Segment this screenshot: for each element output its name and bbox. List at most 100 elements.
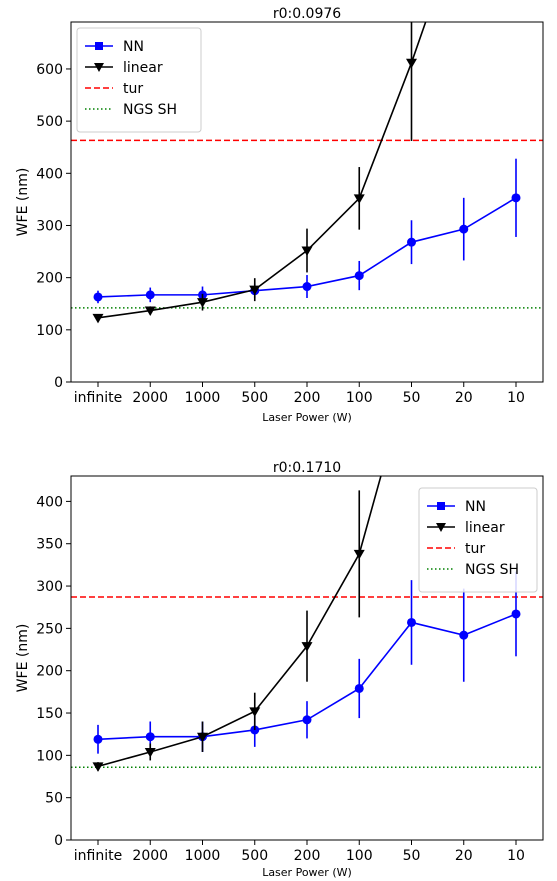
x-tick-label: 1000 (185, 848, 221, 864)
reference-lines (71, 596, 543, 768)
legend-marker (94, 63, 104, 72)
y-tick-label: 500 (36, 114, 63, 130)
data-point (301, 246, 313, 257)
series-linear (92, 22, 427, 324)
data-point (353, 549, 365, 560)
legend-entry-tur: tur (427, 541, 485, 557)
legend-label: tur (123, 81, 143, 97)
y-axis-ticks: 0 100 200 300 400 500 600 (36, 62, 71, 391)
y-tick-label: 600 (36, 62, 63, 78)
y-axis-ticks: 0 50 100 150 200 250 300 350 400 (36, 494, 71, 849)
data-point (144, 747, 156, 758)
x-tick-label: 500 (241, 390, 268, 406)
y-axis-label: WFE (nm) (15, 624, 31, 693)
y-tick-label: 350 (36, 537, 63, 553)
reference-lines (71, 139, 543, 309)
x-tick-label: 50 (403, 390, 421, 406)
y-tick-label: 100 (36, 748, 63, 764)
data-point (406, 362, 417, 372)
x-tick-label: 100 (346, 848, 373, 864)
data-point (407, 617, 416, 627)
legend-marker (437, 502, 445, 510)
data-point (145, 732, 155, 742)
legend-entry-nn: NN (85, 39, 144, 55)
data-point (249, 285, 261, 296)
plot-area (71, 22, 543, 324)
x-axis-ticks: infinite 2000 1000 500 200 100 50 20 10 (74, 840, 525, 864)
x-tick-label: infinite (74, 390, 122, 406)
legend-label: NGS SH (123, 102, 177, 118)
data-point (354, 271, 364, 281)
data-point (459, 224, 469, 234)
legend-entry-linear: linear (85, 60, 163, 76)
chart-panel-2: r0:0.1710 0 50 100 150 200 250 300 350 400 infin… (15, 362, 544, 879)
data-point (511, 609, 521, 619)
legend-box (418, 487, 538, 593)
data-point (92, 762, 104, 772)
x-tick-label: 10 (507, 390, 525, 406)
x-tick-label: 1000 (185, 390, 221, 406)
data-point (511, 193, 521, 203)
y-tick-label: 100 (36, 323, 63, 339)
legend-marker (436, 523, 446, 532)
chart-panel-1: r0:0.0976 0 100 200 300 400 500 600 infinite 20… (15, 6, 544, 424)
y-tick-label: 400 (36, 166, 63, 182)
chart-title: r0:0.0976 (273, 6, 341, 22)
data-point (93, 292, 103, 302)
legend-label: tur (465, 541, 485, 557)
legend-box (76, 27, 202, 133)
data-point (302, 715, 312, 725)
data-point (197, 298, 208, 308)
y-tick-label: 250 (36, 621, 63, 637)
data-point (407, 237, 416, 247)
x-tick-label: 100 (346, 390, 373, 406)
legend-label: linear (123, 60, 163, 76)
legend-entry-linear: linear (427, 520, 505, 536)
data-point (353, 194, 365, 204)
y-tick-label: 400 (36, 494, 63, 510)
x-axis-ticks: infinite 2000 1000 500 200 100 50 20 10 (74, 382, 525, 406)
x-axis-label: Laser Power (W) (262, 411, 352, 424)
x-tick-label: 200 (294, 848, 321, 864)
data-point (354, 683, 364, 693)
x-tick-label: 20 (455, 390, 473, 406)
y-tick-label: 300 (36, 579, 63, 595)
y-tick-label: 300 (36, 218, 63, 234)
data-point (459, 630, 469, 640)
x-tick-label: 10 (507, 848, 525, 864)
x-tick-label: 50 (403, 848, 421, 864)
data-point (93, 734, 103, 744)
y-tick-label: 0 (54, 375, 63, 391)
legend-label: NN (123, 39, 144, 55)
data-point (249, 707, 261, 717)
data-point (406, 58, 417, 69)
y-tick-label: 50 (45, 791, 63, 807)
legend-label: linear (465, 520, 505, 536)
legend-label: NN (465, 499, 486, 515)
series-layer (92, 22, 521, 324)
x-axis-label: Laser Power (W) (262, 866, 352, 879)
chart-title: r0:0.1710 (273, 460, 341, 476)
x-tick-label: 2000 (132, 390, 168, 406)
data-point (144, 306, 156, 317)
legend-entry-nn: NN (427, 499, 486, 515)
series-nn (93, 158, 521, 304)
legend-entry-tur: tur (85, 81, 143, 97)
y-tick-label: 150 (36, 706, 63, 722)
legend-marker (95, 42, 103, 50)
x-tick-label: 500 (241, 848, 268, 864)
data-point (197, 732, 208, 743)
legend: NN linear tur NGS SH (418, 487, 538, 593)
x-tick-label: 200 (294, 390, 321, 406)
y-tick-label: 200 (36, 271, 63, 287)
legend-label: NGS SH (465, 562, 519, 578)
x-tick-label: infinite (74, 848, 122, 864)
x-tick-label: 2000 (132, 848, 168, 864)
y-tick-label: 200 (36, 664, 63, 680)
x-tick-label: 20 (455, 848, 473, 864)
data-point (302, 282, 312, 292)
data-point (92, 313, 104, 324)
legend-entry-ngs-sh: NGS SH (427, 562, 519, 578)
data-point (145, 290, 155, 300)
